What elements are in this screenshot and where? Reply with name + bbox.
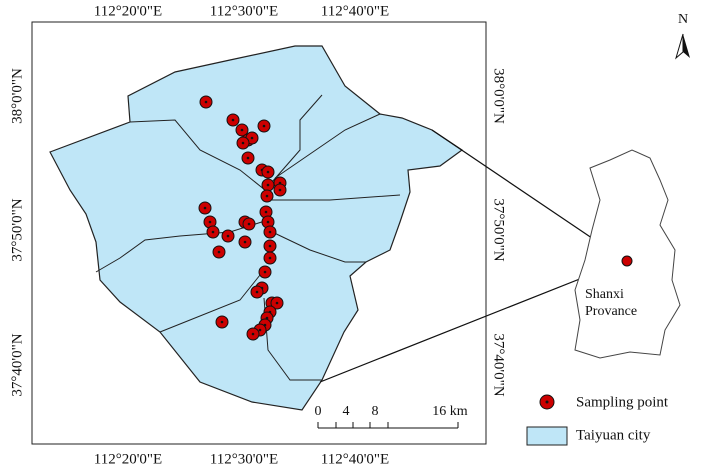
legend-label: Sampling point	[576, 394, 669, 410]
scale-bar	[317, 422, 459, 429]
scale-label: 8	[372, 404, 379, 419]
sampling-point-dot	[275, 301, 279, 305]
scale-label: 0	[315, 404, 322, 419]
shanxi-province	[574, 149, 681, 359]
lat-label: 37°40'0"N	[491, 333, 507, 396]
sampling-point-dot	[231, 118, 235, 122]
north-arrow: N	[675, 12, 690, 60]
sampling-point-dot	[266, 170, 270, 174]
sampling-point-dot	[246, 156, 250, 160]
scale-label: 4	[343, 404, 350, 419]
scale-label: 16 km	[432, 404, 468, 419]
sampling-point-dot	[241, 141, 245, 145]
lat-label: 37°50'0"N	[491, 198, 507, 261]
taiyuan-city	[49, 45, 464, 411]
inset-label: Shanxi	[585, 287, 624, 302]
lon-label: 112°30'0"E	[210, 3, 278, 19]
sampling-point-dot	[243, 240, 247, 244]
sampling-point-dot	[262, 124, 266, 128]
lon-label: 112°20'0"E	[94, 451, 162, 467]
sampling-point-dot	[203, 206, 207, 210]
map-frame	[31, 21, 487, 445]
legend: Sampling point Taiyuan city	[526, 394, 669, 446]
sampling-point-dot	[266, 183, 270, 187]
lat-label: 38°0'0"N	[9, 68, 25, 124]
sampling-point-dot	[226, 234, 230, 238]
sampling-point-dot	[266, 220, 270, 224]
taiyuan-location	[621, 255, 633, 267]
sampling-point-dot	[264, 210, 268, 214]
sampling-point-dot	[268, 244, 272, 248]
sampling-point-dot	[263, 270, 267, 274]
lat-label: 37°40'0"N	[9, 333, 25, 396]
sampling-points	[198, 95, 287, 341]
sampling-point-dot	[220, 320, 224, 324]
legend-label: Taiyuan city	[576, 427, 651, 443]
sampling-point-dot	[204, 100, 208, 104]
lat-label: 38°0'0"N	[491, 68, 507, 124]
sampling-point-dot	[251, 332, 255, 336]
sampling-point-dot	[255, 290, 259, 294]
lon-label: 112°20'0"E	[94, 3, 162, 19]
lat-label: 37°50'0"N	[9, 198, 25, 261]
inset-label: Provance	[585, 304, 637, 319]
sampling-point-dot	[208, 220, 212, 224]
lon-label: 112°40'0"E	[321, 3, 389, 19]
sampling-point-dot	[211, 230, 215, 234]
sampling-point-dot	[250, 136, 254, 140]
sampling-point-dot	[240, 128, 244, 132]
sampling-point-dot	[268, 230, 272, 234]
sampling-point-dot	[217, 250, 221, 254]
lon-label: 112°30'0"E	[210, 451, 278, 467]
sampling-point-dot	[265, 194, 269, 198]
sampling-point-dot	[278, 188, 282, 192]
lon-label: 112°40'0"E	[321, 451, 389, 467]
north-label: N	[678, 12, 688, 27]
sampling-point-dot	[258, 328, 262, 332]
sampling-point-dot	[247, 222, 251, 226]
sampling-point-dot	[268, 256, 272, 260]
